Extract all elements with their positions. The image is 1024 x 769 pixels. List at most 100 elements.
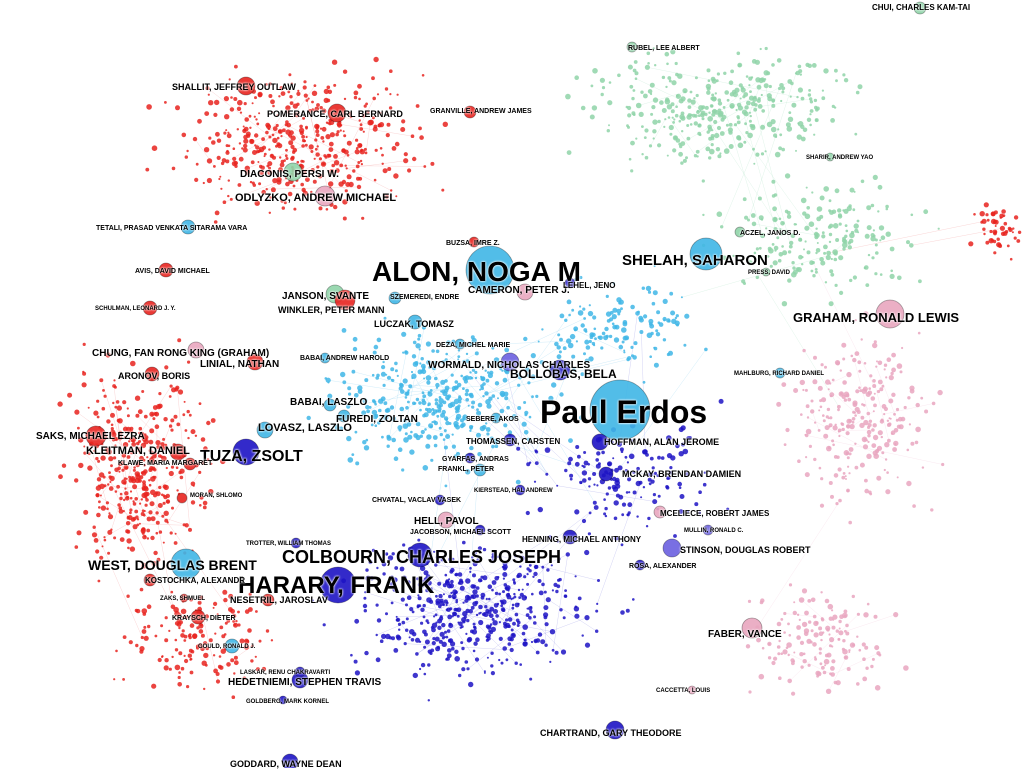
node xyxy=(857,231,859,233)
node xyxy=(389,93,391,95)
node xyxy=(234,656,238,660)
node xyxy=(555,651,559,655)
node xyxy=(867,434,870,437)
node xyxy=(593,344,595,346)
node xyxy=(475,637,480,642)
node xyxy=(627,356,631,360)
node xyxy=(809,124,812,127)
node xyxy=(629,454,635,460)
node xyxy=(420,608,424,612)
node-label-kostochka-alexandr: KOSTOCHKA, ALEXANDR xyxy=(145,577,245,585)
node xyxy=(717,72,720,75)
node xyxy=(744,111,749,116)
node xyxy=(825,654,829,658)
node xyxy=(266,629,269,632)
node xyxy=(233,672,235,674)
node xyxy=(365,152,368,155)
node-label-kleitman-daniel: KLEITMAN, DANIEL xyxy=(86,446,190,457)
node xyxy=(443,583,447,587)
node xyxy=(636,515,638,517)
node xyxy=(359,127,363,131)
node xyxy=(589,512,592,515)
node-label-west-douglas-brent: WEST, DOUGLAS BRENT xyxy=(88,558,257,572)
node xyxy=(500,391,506,397)
node xyxy=(316,133,320,137)
node xyxy=(657,456,661,460)
node xyxy=(574,614,579,619)
node xyxy=(829,301,834,306)
node xyxy=(810,409,814,413)
node xyxy=(429,600,433,604)
node xyxy=(135,644,138,647)
node xyxy=(451,374,454,377)
node xyxy=(819,631,824,636)
node xyxy=(419,135,424,140)
node xyxy=(1004,222,1008,226)
node xyxy=(164,365,168,369)
node xyxy=(861,338,863,340)
node xyxy=(423,378,425,380)
node xyxy=(800,413,803,416)
node xyxy=(672,148,676,152)
hub-node-stinson-douglas-robert[interactable] xyxy=(663,539,681,557)
node xyxy=(164,665,169,670)
node xyxy=(338,181,343,186)
node xyxy=(653,97,658,102)
node xyxy=(649,324,654,329)
node xyxy=(680,161,683,164)
node xyxy=(431,628,436,633)
node xyxy=(455,599,458,602)
node xyxy=(583,451,586,454)
node xyxy=(418,126,422,130)
node xyxy=(267,161,272,166)
node xyxy=(326,122,328,124)
node xyxy=(634,341,638,345)
node xyxy=(527,573,529,575)
node xyxy=(742,95,745,98)
node xyxy=(834,473,839,478)
node xyxy=(393,173,398,178)
node xyxy=(984,202,989,207)
node-label-diaconis-persi-w: DIACONIS, PERSI W. xyxy=(240,170,339,180)
node xyxy=(643,94,648,99)
node xyxy=(543,605,548,610)
node xyxy=(457,615,460,618)
node xyxy=(363,131,365,133)
node xyxy=(95,457,98,460)
node xyxy=(589,340,592,343)
node xyxy=(228,179,230,181)
hub-node-moran-shlomo[interactable] xyxy=(177,493,187,503)
node xyxy=(328,181,333,186)
node xyxy=(272,138,277,143)
node xyxy=(853,275,857,279)
node xyxy=(315,152,319,156)
node xyxy=(399,429,402,432)
node xyxy=(475,601,479,605)
node xyxy=(299,128,304,133)
node xyxy=(842,639,845,642)
node xyxy=(175,639,178,642)
node xyxy=(524,411,528,415)
node xyxy=(801,97,805,101)
node xyxy=(230,198,233,201)
node xyxy=(633,89,636,92)
node xyxy=(337,130,340,133)
node xyxy=(855,407,860,412)
node xyxy=(900,370,903,373)
node xyxy=(480,576,483,579)
node xyxy=(821,234,825,238)
node xyxy=(861,180,865,184)
node xyxy=(844,656,847,659)
node xyxy=(825,281,827,283)
node xyxy=(771,180,775,184)
node xyxy=(818,409,820,411)
hub-node-mckay-brendan-damien[interactable] xyxy=(599,467,613,481)
node xyxy=(504,396,508,400)
node xyxy=(752,148,755,151)
node xyxy=(813,356,817,360)
node xyxy=(594,337,597,340)
node xyxy=(465,392,469,396)
node xyxy=(716,147,720,151)
node xyxy=(783,631,786,634)
